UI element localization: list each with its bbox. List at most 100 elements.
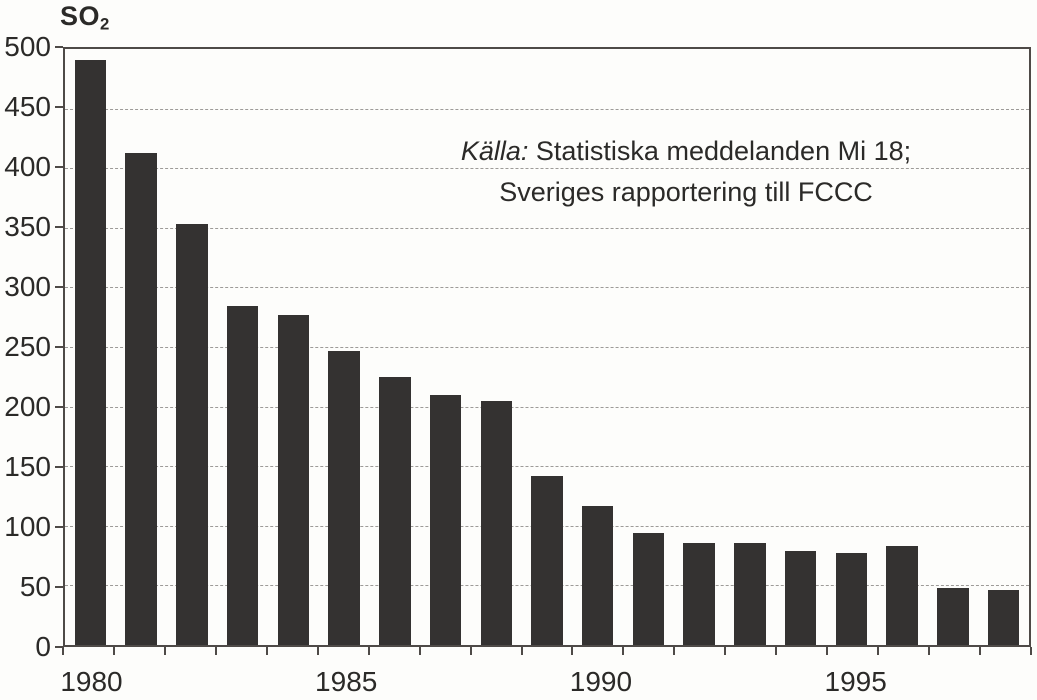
bar-slot-1996 xyxy=(877,49,928,645)
gridline-200 xyxy=(65,406,1029,408)
x-axis-tick-10 xyxy=(571,647,574,655)
bar-1997 xyxy=(937,587,969,645)
bar-slot-1994 xyxy=(775,49,826,645)
bar-1984 xyxy=(277,314,310,645)
bar-1988 xyxy=(480,400,512,645)
bar-1989 xyxy=(531,475,563,645)
x-axis-tick-13 xyxy=(724,647,727,655)
bar-1980 xyxy=(74,59,107,645)
source-annotation-line2: Sveriges rapportering till FCCC xyxy=(499,177,873,207)
bar-slot-1982 xyxy=(166,49,217,645)
bar-slot-1990 xyxy=(572,49,623,645)
y-axis-tick-label-300: 300 xyxy=(4,271,51,302)
bar-slot-1993 xyxy=(725,49,776,645)
bar-slot-1986 xyxy=(369,49,420,645)
x-axis-tick-2 xyxy=(163,647,166,655)
bar-1992 xyxy=(683,542,715,645)
y-axis-tick-label-150: 150 xyxy=(4,451,51,482)
y-axis-tick-100 xyxy=(55,526,63,528)
y-axis-tick-500 xyxy=(55,46,63,48)
y-axis-tick-label-400: 400 xyxy=(4,151,51,182)
bar-slot-1985 xyxy=(319,49,370,645)
x-axis-tick-3 xyxy=(214,647,217,655)
bar-slot-1981 xyxy=(116,49,167,645)
x-axis-tick-19 xyxy=(1030,647,1032,655)
x-axis-tick-12 xyxy=(673,647,676,655)
bar-slot-1980 xyxy=(65,49,116,645)
gridline-250 xyxy=(65,347,1029,348)
bar-slot-1991 xyxy=(623,49,674,645)
x-axis-tick-4 xyxy=(265,647,268,655)
x-axis-tick-11 xyxy=(622,647,625,655)
y-axis-tick-label-100: 100 xyxy=(4,511,51,542)
y-axis-tick-label-500: 500 xyxy=(4,31,51,62)
source-annotation-line1: Källa: Statistiska meddelanden Mi 18; xyxy=(436,131,936,172)
y-axis-tick-50 xyxy=(55,586,63,588)
bars-group xyxy=(65,49,1029,645)
y-axis-tick-label-50: 50 xyxy=(19,571,51,602)
y-axis-tick-450 xyxy=(55,106,63,108)
y-axis-tick-200 xyxy=(55,406,63,408)
bar-slot-1988 xyxy=(471,49,522,645)
bar-1998 xyxy=(987,590,1020,645)
x-axis-tick-0 xyxy=(62,647,64,655)
x-axis-tick-18 xyxy=(979,647,982,655)
plot-area xyxy=(63,47,1031,647)
x-axis-tick-label-1990: 1990 xyxy=(569,666,633,697)
y-axis-tick-label-250: 250 xyxy=(4,331,51,362)
bar-1996 xyxy=(886,546,918,645)
x-axis-tick-9 xyxy=(520,647,523,655)
y-axis-tick-350 xyxy=(55,226,63,228)
bar-1983 xyxy=(226,306,259,645)
bar-1985 xyxy=(328,350,360,645)
bar-slot-1989 xyxy=(522,49,573,645)
x-axis-tick-7 xyxy=(418,647,421,655)
bar-slot-1992 xyxy=(674,49,725,645)
y-axis-tick-label-0: 0 xyxy=(35,631,51,662)
x-axis-tick-label-1980: 1980 xyxy=(60,666,123,697)
bar-slot-1987 xyxy=(420,49,471,645)
bar-slot-1984 xyxy=(268,49,319,645)
bar-1981 xyxy=(125,152,157,645)
gridline-400 xyxy=(65,168,1029,170)
chart-title-base: SO xyxy=(60,1,101,31)
gridline-150 xyxy=(65,466,1029,468)
x-axis-tick-6 xyxy=(367,647,370,655)
gridline-450 xyxy=(65,108,1029,110)
bar-slot-1998 xyxy=(978,49,1029,645)
source-line1-text: Statistiska meddelanden Mi 18; xyxy=(528,136,912,166)
source-label: Källa: xyxy=(460,136,529,166)
bar-1995 xyxy=(835,553,868,645)
y-axis-tick-400 xyxy=(55,166,63,168)
y-axis-tick-150 xyxy=(55,466,63,468)
x-axis-tick-5 xyxy=(316,647,319,655)
y-axis-tick-label-350: 350 xyxy=(4,211,51,242)
gridline-300 xyxy=(65,287,1029,289)
bar-1994 xyxy=(784,550,817,645)
bar-1991 xyxy=(632,532,665,645)
y-axis-tick-label-450: 450 xyxy=(4,91,51,122)
x-axis-tick-14 xyxy=(775,647,778,655)
chart-title: SO2 xyxy=(60,1,110,35)
y-axis-tick-0 xyxy=(55,646,63,648)
x-axis-tick-1 xyxy=(112,647,115,655)
x-axis-tick-label-1985: 1985 xyxy=(315,666,378,697)
bar-1993 xyxy=(734,542,766,645)
bar-1986 xyxy=(379,376,411,645)
source-annotation: Källa: Statistiska meddelanden Mi 18; Sv… xyxy=(436,131,936,213)
bar-slot-1997 xyxy=(927,49,978,645)
chart-title-subscript: 2 xyxy=(100,14,110,34)
bar-1987 xyxy=(429,394,462,645)
x-axis-tick-8 xyxy=(469,647,472,655)
x-axis-tick-16 xyxy=(877,647,880,655)
y-axis-tick-250 xyxy=(55,346,63,348)
x-axis-tick-label-1995: 1995 xyxy=(824,666,887,697)
bar-1990 xyxy=(581,505,614,645)
x-axis-tick-17 xyxy=(928,647,931,655)
bar-slot-1995 xyxy=(826,49,877,645)
bar-slot-1983 xyxy=(217,49,268,645)
x-axis-tick-15 xyxy=(826,647,829,655)
y-axis-tick-300 xyxy=(55,286,63,288)
bar-1982 xyxy=(176,224,208,645)
